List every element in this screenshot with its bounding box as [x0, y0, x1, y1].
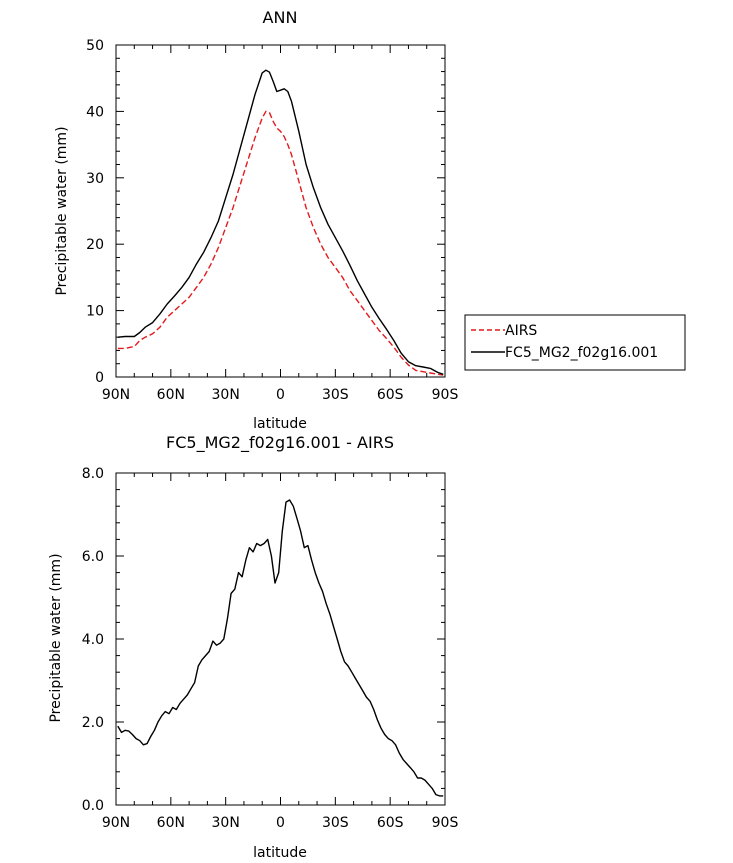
top-x-tick-label: 90N — [102, 387, 130, 403]
legend: AIRS FC5_MG2_f02g16.001 — [464, 314, 686, 371]
top-y-tick-label: 0 — [95, 370, 104, 386]
bottom-x-axis-label: latitude — [253, 845, 307, 861]
legend-box — [464, 314, 686, 371]
top-panel: ANN 90N 60N 30N 0 30S 60S 90S 0 10 20 30 40 50 Preci… — [54, 8, 686, 432]
bottom-chart-title: FC5_MG2_f02g16.001 - AIRS — [166, 433, 394, 453]
top-x-axis-label: latitude — [253, 416, 307, 432]
bottom-x-tick-label: 30N — [212, 815, 240, 831]
top-x-tick-label: 30S — [322, 387, 349, 403]
bottom-x-tick-label: 90S — [432, 815, 459, 831]
bottom-y-tick-label: 6.0 — [82, 549, 104, 565]
bottom-x-tick-label: 60S — [377, 815, 404, 831]
bottom-plot-frame — [115, 472, 446, 806]
bottom-y-tick-label: 4.0 — [82, 632, 104, 648]
top-x-tick-label: 90S — [432, 387, 459, 403]
top-series-line-fc5-mg2-f02g16-001 — [117, 69, 444, 375]
bottom-y-tick-label: 8.0 — [82, 466, 104, 482]
bottom-x-tick-label: 30S — [322, 815, 349, 831]
bottom-y-axis-label: Precipitable water (mm) — [48, 553, 64, 722]
bottom-x-tick-label: 60N — [157, 815, 185, 831]
legend-label-airs: AIRS — [505, 323, 537, 339]
top-plot-area: 90N 60N 30N 0 30S 60S 90S 0 10 20 30 40 50 — [86, 38, 458, 403]
legend-label-model: FC5_MG2_f02g16.001 — [505, 345, 658, 361]
top-x-tick-label: 60S — [377, 387, 404, 403]
top-y-tick-label: 30 — [86, 171, 104, 187]
bottom-x-tick-label: 90N — [102, 815, 130, 831]
bottom-y-tick-label: 0.0 — [82, 798, 104, 814]
top-x-tick-label: 60N — [157, 387, 185, 403]
bottom-y-tick-label: 2.0 — [82, 715, 104, 731]
bottom-panel: FC5_MG2_f02g16.001 - AIRS 90N 60N 30N 0 30S 6… — [48, 433, 458, 861]
top-y-tick-label: 10 — [86, 304, 104, 320]
top-x-tick-label: 30N — [212, 387, 240, 403]
top-series-line-airs — [117, 110, 444, 376]
top-y-tick-label: 20 — [86, 237, 104, 253]
top-x-tick-label: 0 — [276, 387, 285, 403]
bottom-plot-area: 90N 60N 30N 0 30S 60S 90S 0.0 2.0 4.0 6.0 8.0 — [82, 466, 459, 831]
top-plot-frame — [115, 44, 446, 378]
bottom-x-tick-label: 0 — [276, 815, 285, 831]
top-y-tick-label: 40 — [86, 104, 104, 120]
top-y-tick-label: 50 — [86, 38, 104, 54]
top-y-axis-label: Precipitable water (mm) — [54, 126, 70, 295]
top-chart-title: ANN — [263, 8, 298, 27]
bottom-series-line-0 — [117, 499, 444, 797]
